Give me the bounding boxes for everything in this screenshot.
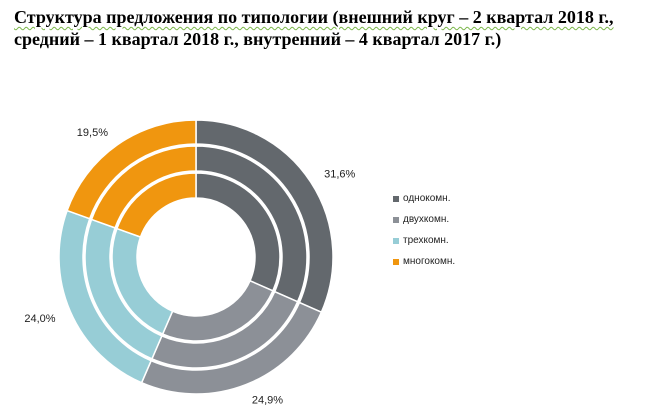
data-label-3: 24,0% xyxy=(24,313,55,325)
legend-label: трехкомн. xyxy=(403,235,449,246)
legend-swatch xyxy=(393,237,399,244)
legend-swatch xyxy=(393,216,399,223)
chart-title-line-1: Структура предложения по типологии (внеш… xyxy=(14,7,614,27)
donut-segment-outer-4 xyxy=(66,119,197,220)
legend-item-3: трехкомн. xyxy=(393,230,455,251)
legend-swatch xyxy=(393,258,399,265)
legend-label: многокомн. xyxy=(403,256,456,267)
data-label-2: 24,9% xyxy=(252,394,283,406)
donut-segment-inner-4 xyxy=(116,172,197,238)
chart-title: Структура предложения по типологии (внеш… xyxy=(14,6,664,50)
legend-item-4: многокомн. xyxy=(393,251,455,272)
chart-title-line-2: средний – 1 квартал 2018 г., внутренний … xyxy=(14,29,502,49)
legend-label: однокомн. xyxy=(403,193,451,204)
legend-label: двухкомн. xyxy=(403,214,450,225)
legend-swatch xyxy=(393,195,399,202)
legend-item-2: двухкомн. xyxy=(393,209,455,230)
legend-item-1: однокомн. xyxy=(393,188,455,209)
chart-legend: однокомн. двухкомн. трехкомн. многокомн. xyxy=(393,188,455,272)
data-label-1: 31,6% xyxy=(324,168,355,180)
donut-segment-middle-4 xyxy=(90,145,197,229)
data-label-4: 19,5% xyxy=(77,127,108,139)
